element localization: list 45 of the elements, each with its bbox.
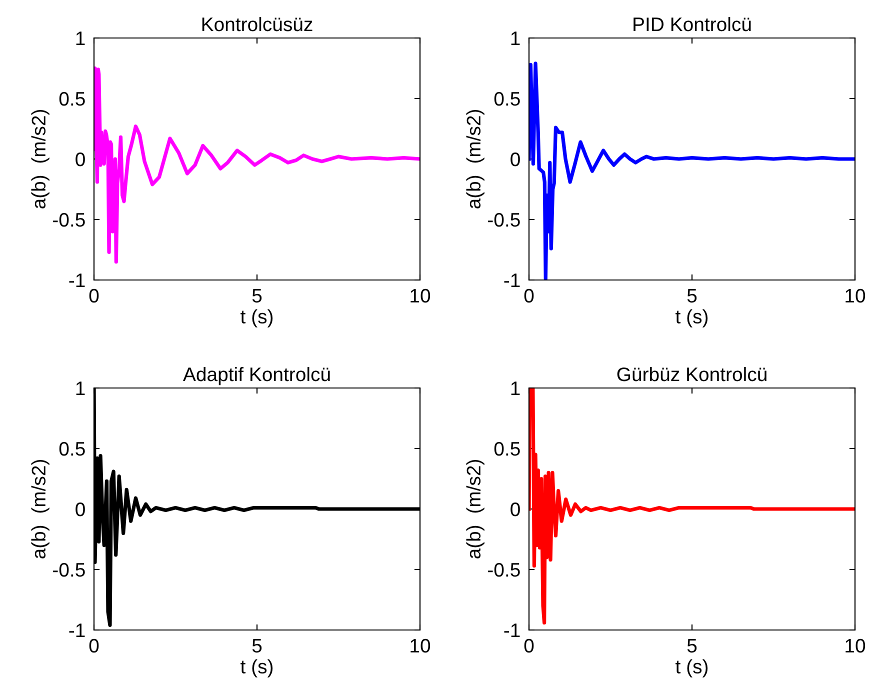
x-axis-title: t (s) bbox=[240, 659, 273, 678]
chart-title: PID Kontrolcü bbox=[634, 16, 751, 32]
x-tick-label: 5 bbox=[687, 289, 697, 303]
y-tick-label: 0.5 bbox=[494, 92, 520, 106]
x-axis-title: t (s) bbox=[240, 309, 273, 328]
x-tick-label: 0 bbox=[89, 638, 99, 653]
y-axis-title: a(b) (m/s2) bbox=[466, 460, 484, 558]
y-tick-label: 0 bbox=[510, 502, 520, 516]
y-tick-label: 0.5 bbox=[494, 442, 520, 456]
chart-title: Gürbüz Kontrolcü bbox=[617, 366, 766, 382]
y-axis-title: a(b) (m/s2) bbox=[31, 460, 50, 558]
y-tick-label: -0.5 bbox=[53, 212, 85, 227]
y-tick-label: 0 bbox=[510, 152, 520, 166]
y-tick-label: -1 bbox=[504, 274, 520, 288]
y-axis-title: a(b) (m/s2) bbox=[466, 110, 484, 208]
x-tick-label: 10 bbox=[846, 638, 866, 653]
y-tick-label: 0.5 bbox=[59, 92, 85, 106]
x-tick-label: 0 bbox=[524, 638, 534, 653]
x-tick-label: 5 bbox=[252, 289, 262, 303]
x-axis-title: t (s) bbox=[676, 659, 708, 678]
y-tick-label: 1 bbox=[76, 382, 85, 396]
y-tick-label: -0.5 bbox=[53, 562, 85, 577]
y-tick-label: -1 bbox=[504, 624, 520, 638]
x-axis-title: t (s) bbox=[676, 309, 708, 328]
y-tick-label: 1 bbox=[76, 32, 85, 46]
chart-title: Adaptif Kontrolcü bbox=[183, 366, 330, 386]
x-tick-label: 5 bbox=[687, 639, 697, 653]
x-tick-label: 10 bbox=[846, 288, 866, 303]
chart-title: Kontrolcüsüz bbox=[202, 16, 312, 32]
y-tick-label: 0.5 bbox=[59, 442, 85, 456]
x-tick-label: 10 bbox=[410, 288, 430, 303]
y-tick-label: 0 bbox=[76, 502, 85, 516]
x-tick-label: 10 bbox=[410, 638, 430, 653]
y-tick-label: 1 bbox=[511, 32, 520, 46]
y-tick-label: 1 bbox=[511, 382, 520, 396]
y-tick-label: 0 bbox=[76, 152, 85, 166]
y-tick-label: -1 bbox=[69, 274, 85, 288]
x-tick-label: 5 bbox=[252, 639, 262, 653]
y-tick-label: -0.5 bbox=[488, 562, 520, 577]
x-tick-label: 0 bbox=[524, 288, 534, 303]
x-tick-label: 0 bbox=[89, 288, 99, 303]
y-tick-label: -1 bbox=[69, 624, 85, 638]
line-series bbox=[94, 66, 420, 264]
y-axis-title: a(b) (m/s2) bbox=[31, 110, 50, 208]
y-tick-label: -0.5 bbox=[488, 212, 520, 227]
